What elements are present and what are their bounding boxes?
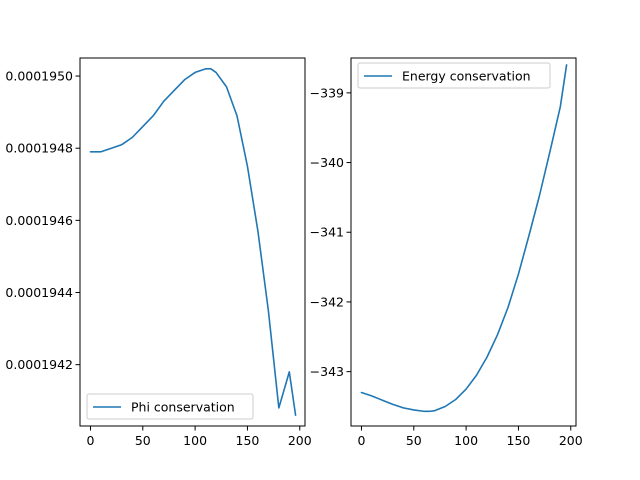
phi-y-tick-label: 0.0001946	[5, 213, 73, 228]
energy-x-tick-label: 150	[507, 433, 531, 448]
energy-y-ticks: −343 −342 −341 −340 −339	[310, 85, 351, 379]
phi-y-tick-label: 0.0001950	[5, 69, 73, 84]
energy-series-line	[360, 64, 568, 413]
energy-conservation-axes: 0 50 100 150 200 −343 −342 −341 −340 −339 Energy…	[310, 57, 583, 448]
phi-y-tick-label: 0.0001942	[5, 357, 73, 372]
phi-legend: Phi conservation	[86, 393, 254, 420]
energy-axes-frame	[350, 57, 577, 427]
phi-x-tick-label: 150	[236, 433, 260, 448]
phi-x-tick-label: 50	[135, 433, 151, 448]
phi-x-tick-label: 200	[288, 433, 312, 448]
energy-series-layer	[360, 64, 568, 413]
phi-x-tick-label: 0	[86, 433, 94, 448]
phi-series-layer	[89, 68, 297, 416]
phi-y-tick-label: 0.0001944	[5, 285, 73, 300]
energy-y-tick-label: −342	[310, 294, 344, 309]
phi-y-ticks: 0.0001942 0.0001944 0.0001946 0.0001948 0.00…	[5, 69, 80, 372]
energy-legend-box	[357, 62, 551, 89]
energy-y-tick-label: −339	[310, 85, 344, 100]
phi-conservation-axes: 0 50 100 150 200 0.0001942 0.0001944 0.0001946…	[5, 57, 312, 448]
phi-y-tick-label: 0.0001948	[5, 141, 73, 156]
energy-x-tick-label: 100	[454, 433, 478, 448]
phi-axes-frame	[79, 57, 306, 427]
phi-legend-box	[86, 393, 254, 420]
energy-y-tick-label: −341	[310, 225, 344, 240]
energy-x-tick-label: 50	[406, 433, 422, 448]
energy-x-tick-label: 0	[357, 433, 365, 448]
energy-y-tick-label: −340	[310, 155, 344, 170]
phi-x-tick-label: 100	[183, 433, 207, 448]
energy-legend: Energy conservation	[357, 62, 551, 89]
energy-x-ticks: 0 50 100 150 200	[357, 426, 583, 448]
phi-x-ticks: 0 50 100 150 200	[86, 426, 312, 448]
phi-legend-label: Phi conservation	[131, 400, 235, 415]
energy-y-tick-label: −343	[310, 364, 344, 379]
phi-series-line	[89, 68, 297, 416]
energy-x-tick-label: 200	[559, 433, 583, 448]
energy-legend-label: Energy conservation	[402, 69, 531, 84]
